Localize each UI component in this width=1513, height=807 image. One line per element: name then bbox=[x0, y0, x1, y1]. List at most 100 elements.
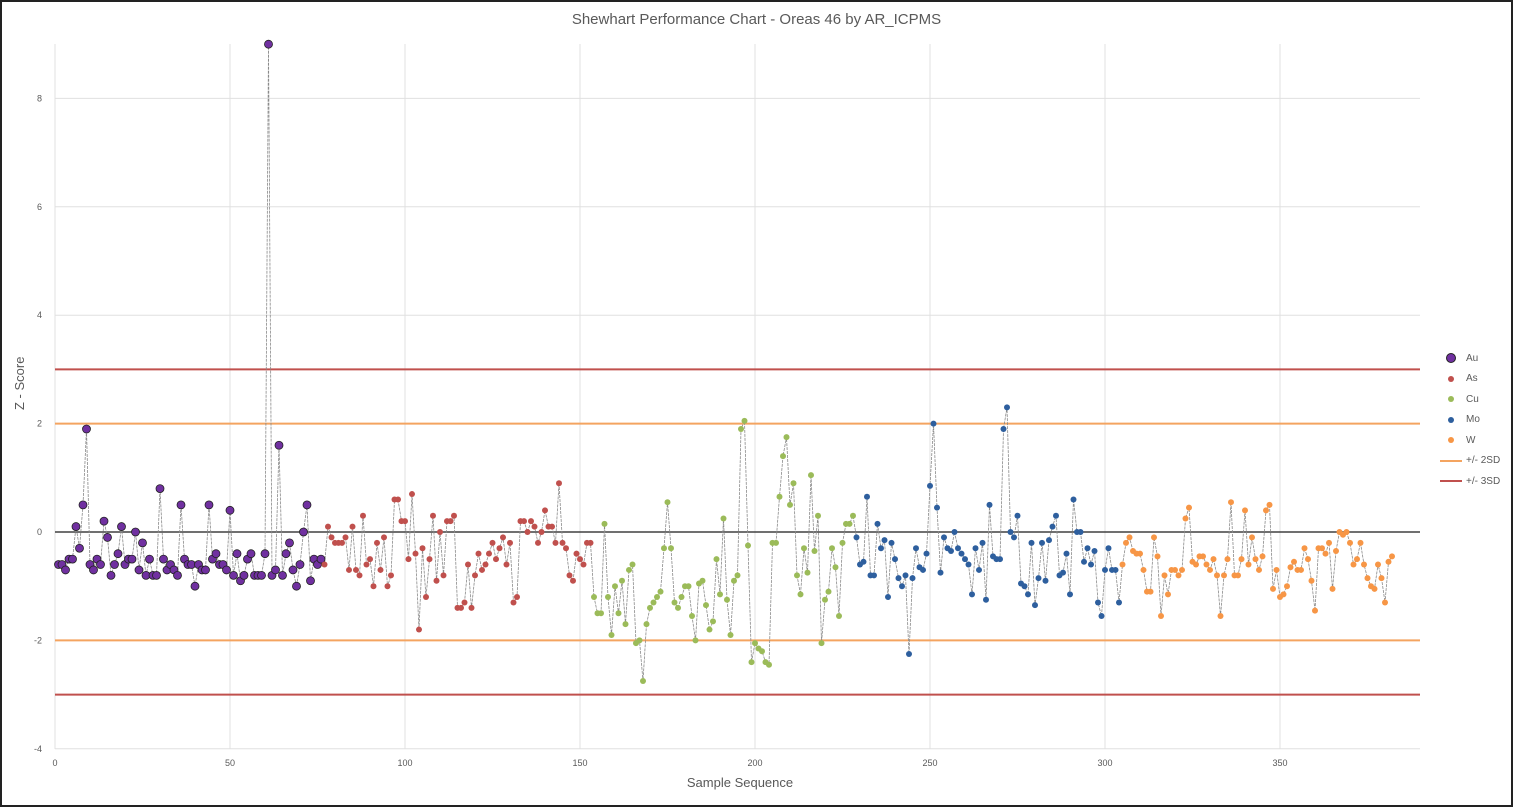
data-point bbox=[1273, 566, 1280, 573]
data-point bbox=[619, 577, 625, 584]
data-point bbox=[745, 542, 751, 549]
data-point bbox=[1361, 561, 1367, 568]
data-point bbox=[299, 527, 308, 537]
data-point bbox=[997, 556, 1003, 563]
data-point bbox=[815, 512, 821, 519]
data-point bbox=[1245, 561, 1252, 568]
data-point bbox=[257, 570, 266, 580]
data-point bbox=[608, 631, 615, 638]
data-point bbox=[1140, 566, 1147, 573]
data-point bbox=[738, 426, 744, 433]
data-point bbox=[622, 621, 629, 628]
data-point bbox=[1221, 572, 1227, 579]
data-point bbox=[657, 588, 664, 595]
data-point bbox=[1060, 569, 1066, 576]
data-point bbox=[500, 534, 506, 541]
data-point bbox=[229, 570, 238, 580]
data-point bbox=[96, 560, 105, 569]
data-point bbox=[1266, 501, 1273, 508]
data-point bbox=[1263, 507, 1269, 514]
data-point bbox=[1070, 496, 1077, 503]
data-point bbox=[155, 484, 165, 494]
data-point bbox=[853, 534, 860, 541]
legend-item-au: Au bbox=[1440, 348, 1510, 369]
data-point bbox=[260, 549, 270, 559]
data-point bbox=[654, 594, 660, 601]
data-point bbox=[285, 538, 294, 548]
data-point bbox=[1203, 561, 1210, 568]
data-point bbox=[1098, 613, 1105, 620]
data-point bbox=[713, 556, 720, 563]
data-point bbox=[127, 554, 137, 564]
data-point bbox=[271, 565, 280, 575]
data-point bbox=[1161, 572, 1168, 579]
data-point bbox=[367, 556, 373, 563]
data-point bbox=[524, 529, 531, 535]
data-point bbox=[1252, 556, 1259, 563]
y-tick-label: 6 bbox=[37, 202, 42, 212]
chart-title: Shewhart Performance Chart - Oreas 46 by… bbox=[571, 11, 942, 28]
data-point bbox=[426, 556, 433, 563]
data-point bbox=[190, 581, 200, 591]
legend-label: +/- 2SD bbox=[1466, 455, 1501, 467]
data-point bbox=[152, 570, 161, 580]
data-point bbox=[1014, 512, 1021, 519]
data-point bbox=[958, 550, 965, 557]
data-point bbox=[1284, 583, 1290, 590]
data-point bbox=[339, 539, 345, 546]
data-point bbox=[1046, 537, 1052, 544]
y-tick-label: 2 bbox=[37, 419, 42, 429]
data-point bbox=[1011, 534, 1017, 541]
data-point bbox=[888, 539, 895, 546]
legend-line-2sd-icon bbox=[1440, 459, 1462, 462]
legend-marker-mo-icon bbox=[1448, 416, 1454, 423]
data-point bbox=[1270, 585, 1276, 592]
x-tick-label: 0 bbox=[52, 758, 57, 768]
data-point bbox=[577, 556, 583, 563]
data-point bbox=[1256, 566, 1262, 573]
data-point bbox=[447, 518, 454, 525]
data-point bbox=[106, 570, 116, 580]
data-point bbox=[836, 613, 842, 620]
data-point bbox=[1371, 585, 1378, 592]
data-point bbox=[61, 565, 70, 575]
data-point bbox=[822, 596, 828, 603]
data-point bbox=[1305, 556, 1311, 563]
data-point bbox=[78, 500, 88, 510]
x-axis-label: Sample Sequence bbox=[686, 775, 794, 790]
data-point bbox=[496, 545, 503, 552]
data-point bbox=[134, 565, 144, 575]
data-point bbox=[829, 545, 835, 552]
data-point bbox=[1004, 404, 1010, 411]
data-point bbox=[752, 640, 758, 647]
data-point bbox=[521, 518, 527, 525]
data-point bbox=[748, 659, 755, 666]
data-point bbox=[724, 596, 730, 603]
data-point bbox=[962, 556, 968, 563]
data-point bbox=[563, 545, 569, 552]
data-point bbox=[605, 594, 611, 601]
data-point bbox=[342, 534, 349, 541]
data-point bbox=[353, 566, 359, 573]
data-point bbox=[1364, 575, 1371, 582]
data-point bbox=[1357, 539, 1364, 546]
data-point bbox=[902, 572, 909, 579]
data-point bbox=[402, 518, 408, 525]
data-point bbox=[626, 566, 632, 573]
data-point bbox=[801, 545, 807, 552]
data-point bbox=[131, 527, 140, 537]
data-point bbox=[864, 493, 870, 500]
data-point bbox=[440, 572, 447, 579]
x-tick-label: 50 bbox=[225, 758, 235, 768]
data-point bbox=[906, 650, 912, 657]
x-tick-label: 250 bbox=[922, 758, 937, 768]
data-point bbox=[493, 556, 499, 563]
data-point bbox=[650, 599, 657, 606]
data-point bbox=[486, 550, 492, 557]
data-point bbox=[1172, 566, 1178, 573]
data-point bbox=[360, 512, 366, 519]
data-point bbox=[264, 39, 273, 49]
data-point bbox=[1147, 588, 1154, 595]
data-point bbox=[103, 533, 112, 542]
